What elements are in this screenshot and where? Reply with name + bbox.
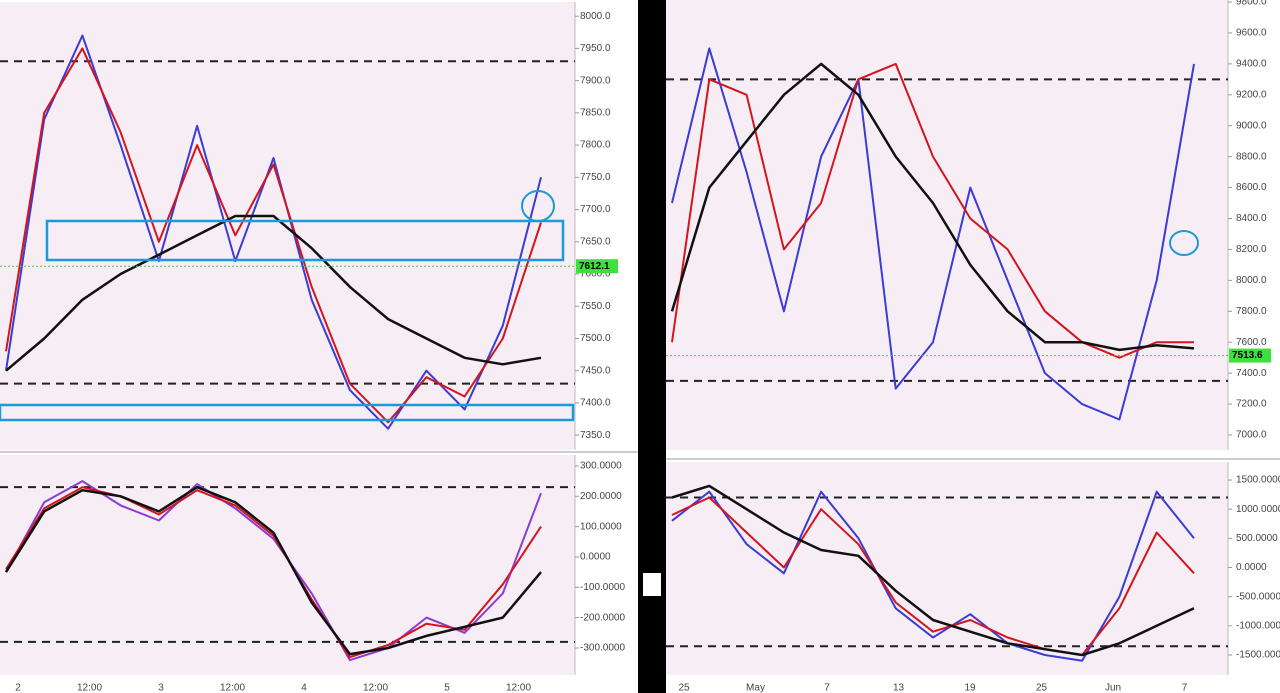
y-tick-label: 7900.0 — [580, 75, 611, 86]
x-tick-label: Jun — [1105, 683, 1121, 693]
y-tick-label: 7700.0 — [580, 204, 611, 215]
y-tick-label: 7800.0 — [580, 140, 611, 151]
y-tick-label: 7550.0 — [580, 301, 611, 312]
y-tick-label: 1500.0000 — [1236, 475, 1280, 486]
series-line — [671, 62, 1194, 359]
y-tick-label: 9000.0 — [1236, 120, 1267, 131]
y-tick-label: -1500.0000 — [1236, 650, 1280, 661]
series-line — [671, 47, 1195, 421]
price-tag-bg — [576, 259, 618, 274]
y-tick-label: 1000.0000 — [1236, 504, 1280, 515]
y-tick-label: 9600.0 — [1236, 28, 1267, 39]
series-line — [671, 484, 1195, 657]
y-tick-label: 7200.0 — [1236, 399, 1267, 410]
y-tick-label: 7600.0 — [1236, 337, 1267, 348]
highlight-box — [45, 219, 565, 262]
divider-handle[interactable] — [641, 571, 663, 598]
y-tick-label: 8600.0 — [1236, 182, 1267, 193]
series-line — [5, 214, 542, 372]
y-tick-label: -1000.0000 — [1236, 620, 1280, 631]
y-tick-label: 0.0000 — [1236, 562, 1267, 573]
price-tag: 7513.6 — [1232, 350, 1263, 361]
highlight-box — [0, 403, 575, 422]
x-tick-label: 13 — [893, 683, 905, 693]
x-tick-label: 12:00 — [220, 683, 245, 693]
y-tick-label: 7400.0 — [1236, 368, 1267, 379]
price-tag-bg — [1229, 348, 1271, 363]
y-tick-label: 9400.0 — [1236, 59, 1267, 70]
series-line — [670, 62, 1195, 352]
x-tick-label: 12:00 — [506, 683, 531, 693]
x-tick-label: May — [746, 683, 765, 693]
y-tick-label: 7500.0 — [580, 333, 611, 344]
y-tick-label: 7750.0 — [580, 172, 611, 183]
x-tick-label: 3 — [158, 683, 164, 693]
y-tick-label: 500.0000 — [1236, 533, 1278, 544]
y-tick-label: 300.0000 — [580, 461, 622, 472]
x-tick-label: 4 — [301, 683, 307, 693]
y-tick-label: 7850.0 — [580, 108, 611, 119]
x-tick-label: 7 — [1182, 683, 1188, 693]
y-tick-label: 9800.0 — [1236, 0, 1267, 8]
y-tick-label: 7600.0 — [580, 269, 611, 280]
pane-background — [666, 462, 1228, 675]
price-tag: 7612.1 — [579, 261, 610, 272]
x-tick-label: 5 — [444, 683, 450, 693]
y-tick-label: 9200.0 — [1236, 89, 1267, 100]
highlight-circle — [521, 190, 555, 222]
y-tick-label: -100.0000 — [580, 582, 625, 593]
y-tick-label: 7950.0 — [580, 43, 611, 54]
series-line — [5, 34, 542, 430]
y-tick-label: 7450.0 — [580, 365, 611, 376]
x-tick-label: 25 — [1036, 683, 1048, 693]
series-line — [671, 496, 1195, 656]
y-tick-label: 100.0000 — [580, 521, 622, 532]
y-tick-label: 7350.0 — [580, 430, 611, 441]
x-tick-label: 25 — [678, 683, 690, 693]
y-tick-label: 8400.0 — [1236, 213, 1267, 224]
series-line — [5, 486, 542, 659]
y-tick-label: -200.0000 — [580, 612, 625, 623]
y-tick-label: 7000.0 — [1236, 430, 1267, 441]
highlight-circle — [1169, 230, 1199, 256]
y-tick-label: 7800.0 — [1236, 306, 1267, 317]
x-tick-label: 12:00 — [363, 683, 388, 693]
x-tick-label: 19 — [964, 683, 976, 693]
y-tick-label: 7650.0 — [580, 236, 611, 247]
y-tick-label: 8000.0 — [1236, 275, 1267, 286]
y-tick-label: 8000.0 — [580, 11, 611, 22]
y-tick-label: 8200.0 — [1236, 244, 1267, 255]
series-line — [4, 485, 542, 656]
x-tick-label: 7 — [824, 683, 830, 693]
y-tick-label: 7400.0 — [580, 398, 611, 409]
x-tick-label: 12:00 — [77, 683, 102, 693]
y-tick-label: -300.0000 — [580, 643, 625, 654]
series-line — [5, 47, 542, 424]
y-tick-label: -500.0000 — [1236, 591, 1280, 602]
y-tick-label: 8800.0 — [1236, 151, 1267, 162]
x-tick-label: 2 — [15, 683, 21, 693]
series-line — [671, 490, 1195, 662]
y-tick-label: 200.0000 — [580, 491, 622, 502]
y-tick-label: 0.0000 — [580, 552, 611, 563]
